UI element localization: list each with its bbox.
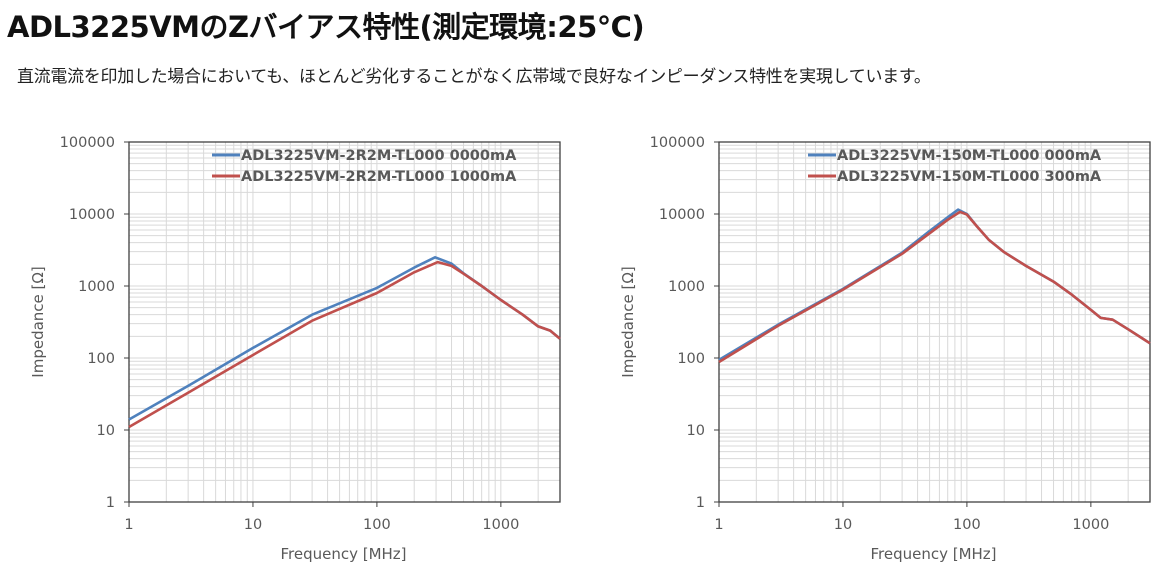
y-tick-label: 100000 [650,135,705,151]
x-tick-label: 1 [714,517,723,533]
x-tick-label: 100 [953,517,981,533]
page-title: ADL3225VMのZバイアス特性(測定環境:25℃) [7,10,645,44]
series-line-1 [718,210,1151,364]
legend-label: ADL3225VM-150M-TL000 000mA [837,148,1102,164]
y-axis-title: Impedance [Ω] [619,266,637,377]
x-tick-label: 1 [124,517,133,533]
y-tick-label: 10000 [69,207,115,223]
y-tick-label: 100 [677,351,705,367]
x-tick-label: 10 [834,517,852,533]
y-tick-label: 10 [687,423,705,439]
x-axis-title: Frequency [MHz] [280,545,406,563]
x-tick-label: 100 [363,517,391,533]
y-axis-title: Impedance [Ω] [29,266,47,377]
x-tick-label: 10 [244,517,262,533]
y-tick-label: 1 [106,495,115,511]
legend-label: ADL3225VM-2R2M-TL000 0000mA [241,148,517,164]
page-subtitle: 直流電流を印加した場合においても、ほとんど劣化することがなく広帯域で良好なインピ… [17,67,931,87]
y-tick-label: 10 [97,423,115,439]
legend-label: ADL3225VM-150M-TL000 300mA [837,169,1102,185]
y-tick-label: 10000 [659,207,705,223]
impedance-chart-2r2m: 1 10 100 1000 10000 100000 1 10 100 1000 Frequency… [29,135,561,563]
y-tick-label: 1000 [668,279,705,295]
impedance-chart-150m: 1 10 100 1000 10000 100000 1 10 100 1000 Frequency… [619,135,1151,563]
x-tick-label: 1000 [482,517,519,533]
y-tick-label: 100000 [60,135,115,151]
y-tick-label: 1000 [78,279,115,295]
plot-border [718,141,1151,503]
x-tick-label: 1000 [1072,517,1109,533]
x-axis-title: Frequency [MHz] [870,545,996,563]
y-tick-label: 100 [87,351,115,367]
y-tick-label: 1 [696,495,705,511]
plot-border [128,141,561,503]
legend-label: ADL3225VM-2R2M-TL000 1000mA [241,169,517,185]
series-line-1 [128,260,561,429]
